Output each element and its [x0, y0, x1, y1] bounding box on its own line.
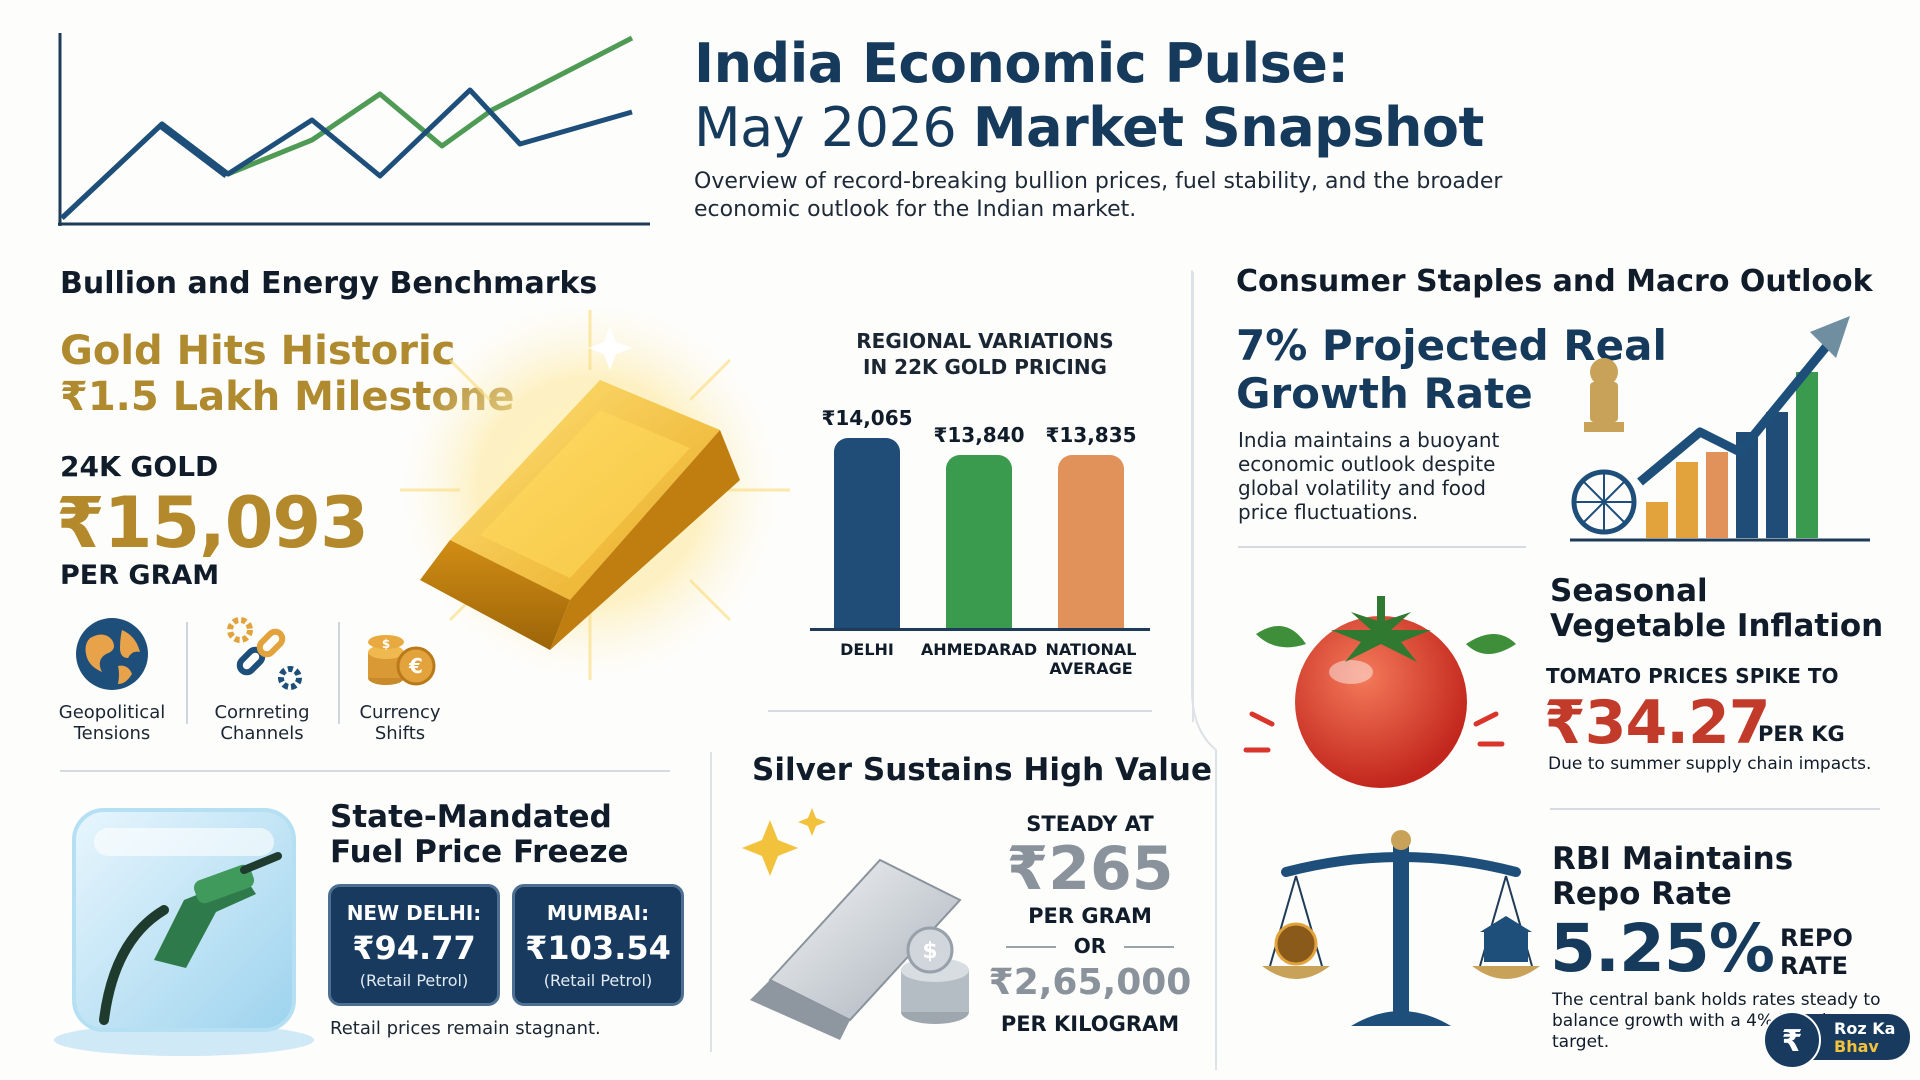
logo-line1: Roz Ka: [1834, 1019, 1895, 1038]
svg-text:$: $: [922, 939, 937, 964]
fuel-note: (Retail Petrol): [359, 971, 469, 990]
svg-text:$: $: [382, 637, 390, 651]
fuel-price: ₹103.54: [525, 929, 671, 967]
rbi-headline: RBI Maintains Repo Rate: [1552, 841, 1794, 912]
silver-steady: STEADY AT: [1026, 812, 1154, 836]
gold-unit: PER GRAM: [60, 560, 220, 591]
chart-category-label: DELHI: [840, 640, 894, 659]
page-title-line2: May 2026 Market Snapshot: [694, 96, 1484, 159]
divider: [1238, 546, 1526, 548]
header-trend-chart: [58, 33, 650, 226]
tomato-note: Due to summer supply chain impacts.: [1548, 754, 1872, 774]
fuel-note: (Retail Petrol): [543, 971, 653, 990]
fuel-city: MUMBAI:: [546, 901, 650, 925]
chart-value-label: ₹14,065: [821, 406, 913, 430]
fuel-price: ₹94.77: [352, 929, 476, 967]
svg-text:₹: ₹: [1782, 1024, 1803, 1059]
gold-price: ₹15,093: [56, 482, 369, 564]
tomato-label: TOMATO PRICES SPIKE TO: [1546, 664, 1839, 688]
fuel-footnote: Retail prices remain stagnant.: [330, 1018, 601, 1039]
silver-unit-gram: PER GRAM: [1028, 904, 1152, 928]
chart-bar: [1058, 455, 1124, 628]
factor-channels: Cornreting Channels: [192, 612, 332, 744]
repo-rate-label: REPO RATE: [1780, 924, 1853, 980]
chart-title: REGIONAL VARIATIONS IN 22K GOLD PRICING: [856, 329, 1114, 379]
silver-price-gram: ₹265: [1006, 834, 1174, 904]
chart-bar: [834, 438, 900, 628]
section-curve-divider: [1191, 270, 1217, 1070]
factor-geopolitical: Geopolitical Tensions: [42, 612, 182, 744]
fuel-city: NEW DELHI:: [346, 901, 482, 925]
tomato-unit: PER KG: [1758, 722, 1845, 746]
silver-unit-kg: PER KILOGRAM: [1000, 1012, 1180, 1036]
or-divider: [1006, 946, 1056, 948]
page-title: India Economic Pulse:: [694, 32, 1349, 95]
fuel-nozzle-ice-icon: [54, 808, 314, 1056]
veg-headline: Seasonal Vegetable Inflation: [1550, 573, 1884, 644]
silver-bar-icon: $: [742, 808, 969, 1040]
chart-baseline: [810, 628, 1150, 631]
chain-gear-icon: [227, 617, 302, 690]
silver-or: OR: [1073, 934, 1107, 958]
page-subtitle: Overview of record-breaking bullion pric…: [694, 169, 1503, 222]
fuel-card-mumbai: MUMBAI: ₹103.54 (Retail Petrol): [512, 884, 684, 1006]
chart-value-label: ₹13,835: [1045, 423, 1137, 448]
factor-divider: [186, 622, 188, 724]
fuel-headline: State-Mandated Fuel Price Freeze: [330, 799, 629, 870]
svg-text:€: €: [408, 654, 423, 678]
chart-value-label: ₹13,840: [933, 422, 1025, 447]
or-divider: [1124, 946, 1174, 948]
gold-bar-icon: [400, 310, 790, 680]
column-divider: [710, 752, 712, 1052]
tomato-price: ₹34.27: [1544, 688, 1771, 758]
growth-text: India maintains a buoyant economic outlo…: [1238, 428, 1500, 524]
fuel-card-delhi: NEW DELHI: ₹94.77 (Retail Petrol): [328, 884, 500, 1006]
divider: [1550, 808, 1880, 810]
title-date: May 2026: [694, 96, 957, 159]
silver-headline: Silver Sustains High Value: [752, 752, 1212, 788]
tomato-icon: [1243, 596, 1516, 788]
chart-category-label: NATIONAL AVERAGE: [1045, 640, 1137, 678]
section-title-bullion: Bullion and Energy Benchmarks: [60, 266, 598, 301]
divider: [768, 710, 1152, 712]
chart-category-label: AHMEDARAD: [920, 640, 1038, 659]
divider: [60, 770, 670, 772]
repo-rate: 5.25%: [1550, 910, 1775, 987]
section-title-consumer: Consumer Staples and Macro Outlook: [1236, 264, 1873, 299]
factor-divider: [338, 622, 340, 724]
coins-icon: € $: [368, 635, 436, 686]
regional-gold-chart: ₹14,065 DELHI ₹13,840 AHMEDARAD ₹13,835 NATIO…: [800, 390, 1160, 690]
factor-currency: € $ Currency Shifts: [330, 612, 470, 744]
gold-headline: Gold Hits Historic ₹1.5 Lakh Milestone: [60, 328, 515, 420]
title-bold: Market Snapshot: [972, 96, 1484, 159]
growth-bar-chart-icon: [1570, 316, 1870, 542]
silver-price-kg: ₹2,65,000: [988, 962, 1192, 1003]
globe-icon: [76, 618, 148, 690]
chart-bar: [946, 454, 1012, 628]
brand-logo: ₹ Roz Ka Bhav: [1762, 1008, 1912, 1070]
balance-scale-icon: [1262, 830, 1540, 1026]
logo-line2: Bhav: [1834, 1037, 1879, 1056]
growth-headline: 7% Projected Real Growth Rate: [1236, 321, 1667, 418]
gold-label: 24K GOLD: [60, 450, 219, 483]
